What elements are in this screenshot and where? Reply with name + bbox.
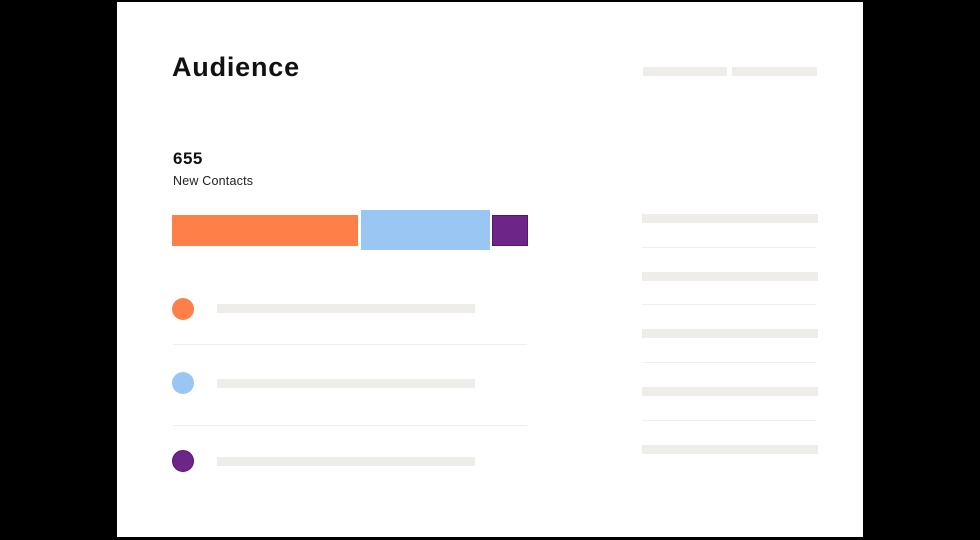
- bar-segment-purple[interactable]: [492, 215, 528, 246]
- orange-dot-icon: [172, 298, 194, 320]
- divider: [642, 247, 816, 248]
- divider: [173, 344, 527, 345]
- legend-label-placeholder: [217, 379, 475, 388]
- divider: [642, 420, 816, 421]
- page-title: Audience: [172, 52, 300, 82]
- header-placeholder-right: [732, 67, 817, 76]
- header-placeholder-left: [643, 67, 727, 76]
- legend-label-placeholder: [217, 304, 475, 313]
- bar-segment-orange[interactable]: [172, 215, 358, 246]
- bar-segment-blue[interactable]: [361, 210, 490, 250]
- purple-dot-icon: [172, 450, 194, 472]
- sidebar-row-placeholder[interactable]: [642, 272, 818, 281]
- sidebar-row-placeholder[interactable]: [642, 445, 818, 454]
- sidebar-row-placeholder[interactable]: [642, 214, 818, 223]
- new-contacts-count: 655: [173, 149, 203, 168]
- sidebar-row-placeholder[interactable]: [642, 329, 818, 338]
- divider: [173, 425, 527, 426]
- blue-dot-icon: [172, 372, 194, 394]
- new-contacts-label: New Contacts: [173, 174, 254, 188]
- divider: [642, 304, 816, 305]
- divider: [642, 362, 816, 363]
- sidebar-row-placeholder[interactable]: [642, 387, 818, 396]
- legend-label-placeholder: [217, 457, 475, 466]
- audience-card: Audience 655 New Contacts: [117, 2, 863, 537]
